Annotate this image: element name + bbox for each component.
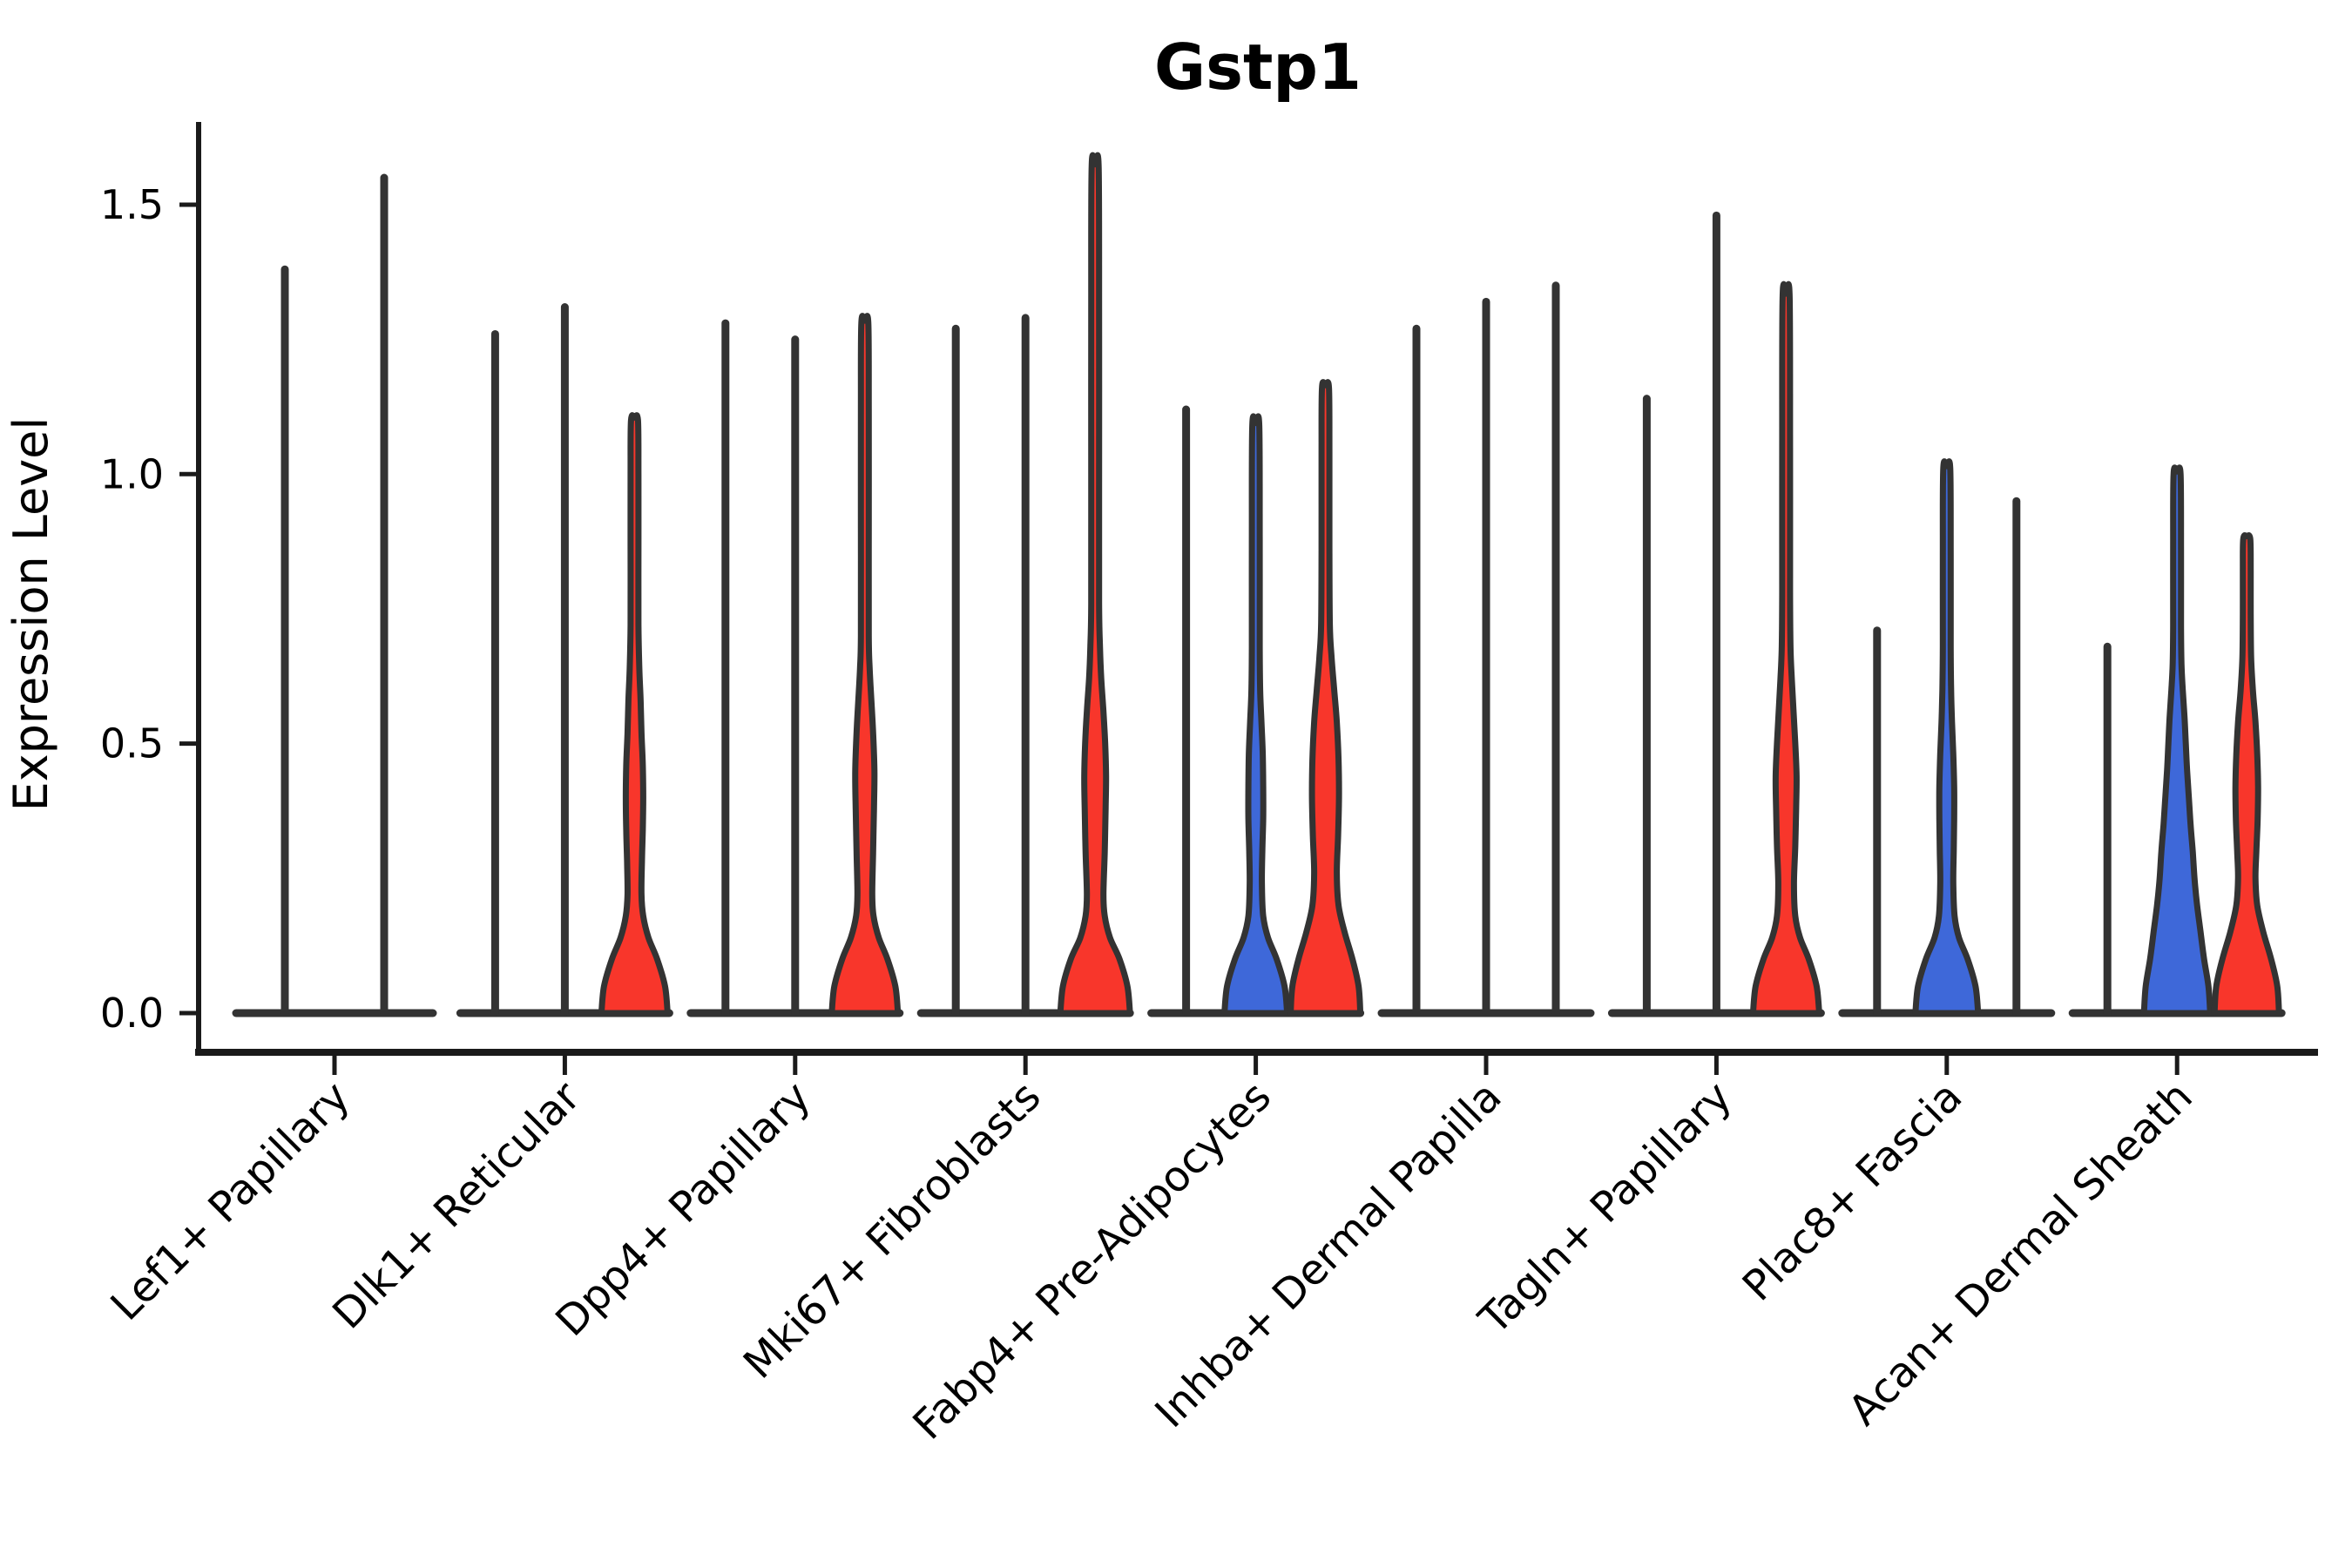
violin-blue bbox=[1221, 413, 1291, 1017]
y-axis-label: Expression Level bbox=[3, 417, 58, 812]
y-tick-label: 0.5 bbox=[100, 720, 164, 767]
violin-blue bbox=[2140, 464, 2213, 1017]
y-tick-label: 1.0 bbox=[100, 450, 164, 497]
violin-group bbox=[456, 303, 673, 1017]
violin-red bbox=[1749, 280, 1822, 1017]
violin-group bbox=[1838, 458, 2056, 1017]
violin-group bbox=[1607, 211, 1825, 1017]
violin-group bbox=[916, 152, 1134, 1017]
violin-red bbox=[598, 412, 671, 1017]
violin-red bbox=[1288, 379, 1364, 1017]
violin-red bbox=[828, 313, 902, 1017]
violin-blue bbox=[1912, 458, 1982, 1017]
violin-red bbox=[2211, 532, 2282, 1017]
violin-group bbox=[232, 173, 437, 1017]
y-tick-label: 1.5 bbox=[100, 181, 164, 228]
y-tick-label: 0.0 bbox=[100, 990, 164, 1037]
chart-title: Gstp1 bbox=[1154, 30, 1362, 104]
violin-group bbox=[1147, 379, 1365, 1017]
axes: 0.0 0.5 1.0 1.5 bbox=[100, 122, 2318, 1075]
violin-groups bbox=[232, 152, 2286, 1017]
violin-red bbox=[1057, 152, 1133, 1017]
violin-group bbox=[2068, 464, 2286, 1017]
violin-group bbox=[686, 313, 904, 1017]
violin-group bbox=[1377, 281, 1595, 1017]
